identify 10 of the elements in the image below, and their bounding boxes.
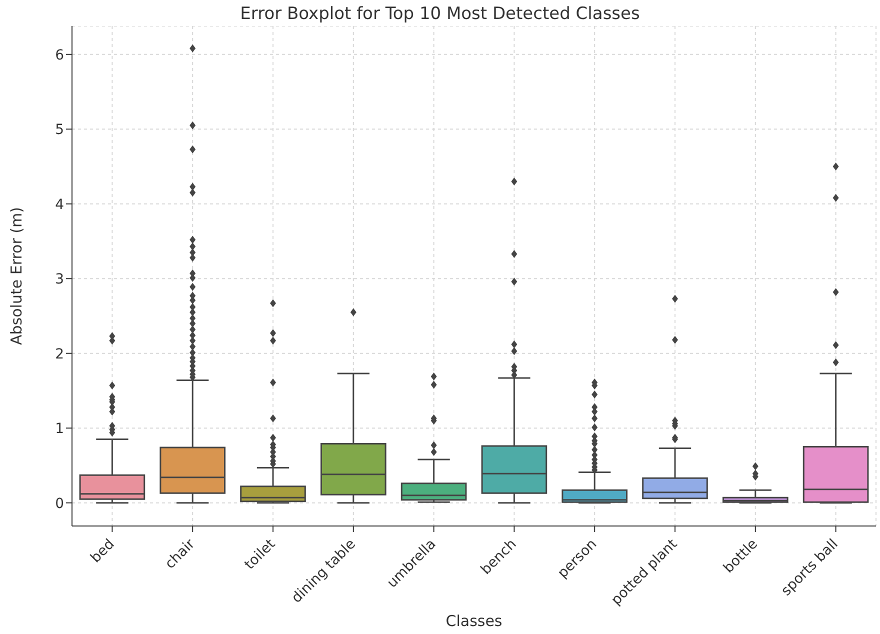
y-tick-label: 2	[55, 346, 64, 362]
y-tick-label: 5	[55, 122, 64, 138]
x-axis-title: Classes	[446, 612, 502, 630]
y-tick-label: 0	[55, 496, 64, 512]
y-tick-label: 4	[55, 196, 64, 213]
chart-title: Error Boxplot for Top 10 Most Detected Classes	[239, 3, 641, 26]
y-tick-label: 6	[55, 47, 64, 64]
y-tick-label: 1	[55, 421, 64, 438]
y-tick-label: 3	[55, 272, 64, 288]
y-axis-title: Absolute Error (m)	[7, 207, 26, 345]
